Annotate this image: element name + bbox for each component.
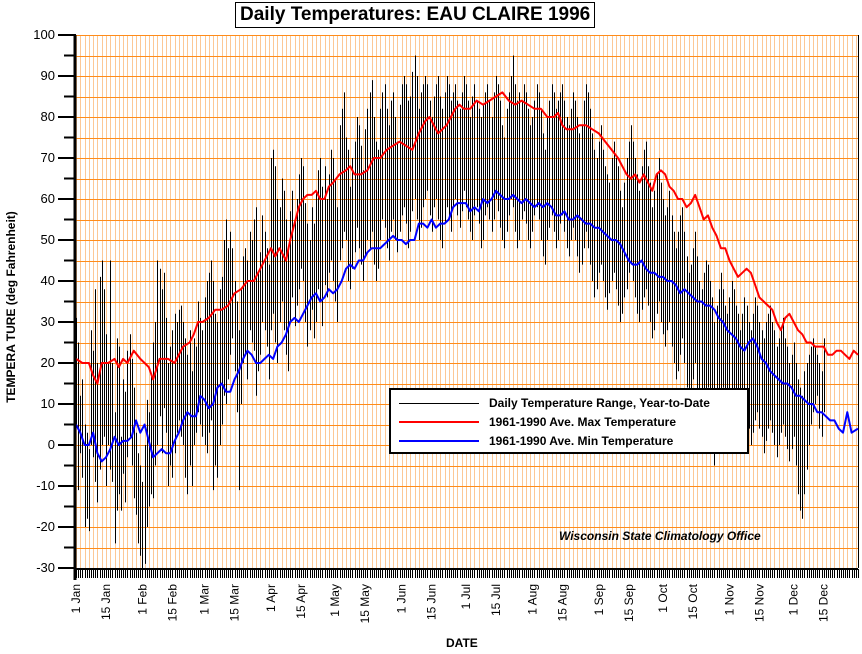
legend-swatch-avg-max	[399, 421, 479, 423]
y-tick-label: 20	[41, 355, 55, 370]
x-tick-label: 15 Oct	[686, 583, 700, 619]
average-lines	[75, 91, 859, 463]
x-tick-label: 1 Feb	[135, 584, 149, 615]
x-tick-label: 1 May	[328, 584, 342, 617]
x-tick-label: 1 Mar	[198, 584, 212, 615]
plot-area	[76, 35, 859, 568]
x-tick-label: 15 Jul	[489, 584, 503, 616]
y-tick-label: 10	[41, 396, 55, 411]
credit-annotation: Wisconsin State Climatology Office	[559, 529, 761, 543]
avg-max-line	[75, 91, 859, 385]
avg-min-line	[75, 189, 859, 463]
x-tick-label: 1 Jan	[69, 584, 83, 613]
y-tick-label: -30	[36, 560, 55, 575]
legend-item-avg-min: 1961-1990 Ave. Min Temperature	[399, 432, 673, 450]
legend-swatch-avg-min	[399, 440, 479, 442]
y-axis-label: TEMPERA TURE (deg Fahrenheit)	[4, 211, 18, 403]
legend-label: Daily Temperature Range, Year-to-Date	[489, 396, 710, 410]
x-tick-label: 15 Aug	[555, 584, 569, 621]
y-tick-label: -20	[36, 519, 55, 534]
y-tick-label: 70	[41, 150, 55, 165]
legend-item-avg-max: 1961-1990 Ave. Max Temperature	[399, 413, 676, 431]
x-tick-label: 15 Jun	[425, 584, 439, 620]
y-tick-label: 50	[41, 232, 55, 247]
x-axis: 1 Jan 15 Jan 1 Feb 15 Feb 1 Mar 15 Mar 1 Apr 15…	[69, 568, 859, 623]
chart-title: Daily Temperatures: EAU CLAIRE 1996	[235, 2, 596, 28]
legend: Daily Temperature Range, Year-to-Date 19…	[389, 388, 749, 454]
x-tick-label: 15 Sep	[622, 584, 636, 622]
x-tick-label: 15 Mar	[228, 584, 242, 621]
x-tick-label: 15 Feb	[165, 584, 179, 622]
x-tick-label: 1 Dec	[787, 584, 801, 615]
x-tick-label: 1 Oct	[656, 583, 670, 612]
y-tick-label: 90	[41, 68, 55, 83]
y-tick-label: 80	[41, 109, 55, 124]
x-tick-label: 15 Jan	[99, 584, 113, 620]
legend-swatch-daily-range	[399, 402, 479, 404]
x-axis-label: DATE	[446, 636, 478, 650]
x-tick-label: 1 Jun	[395, 584, 409, 613]
y-tick-label: 100	[33, 27, 55, 42]
x-tick-label: 1 Apr	[264, 584, 278, 612]
x-tick-label: 1 Aug	[525, 584, 539, 615]
legend-label: 1961-1990 Ave. Min Temperature	[489, 434, 674, 448]
y-tick-label: 30	[41, 314, 55, 329]
x-tick-label: 15 Apr	[294, 584, 308, 619]
daily-range-bars	[76, 55, 825, 573]
x-tick-label: 1 Sep	[592, 584, 606, 616]
legend-item-daily-range: Daily Temperature Range, Year-to-Date	[399, 394, 710, 412]
y-tick-label: 0	[48, 437, 55, 452]
y-tick-label: -10	[36, 478, 55, 493]
x-tick-label: 1 Jul	[459, 584, 473, 609]
y-tick-label: 60	[41, 191, 55, 206]
legend-label: 1961-1990 Ave. Max Temperature	[489, 415, 676, 429]
x-tick-label: 15 Nov	[752, 584, 766, 622]
x-tick-label: 15 May	[358, 584, 372, 623]
x-tick-label: 15 Dec	[817, 584, 831, 622]
y-tick-label: 40	[41, 273, 55, 288]
x-tick-label: 1 Nov	[722, 584, 736, 615]
